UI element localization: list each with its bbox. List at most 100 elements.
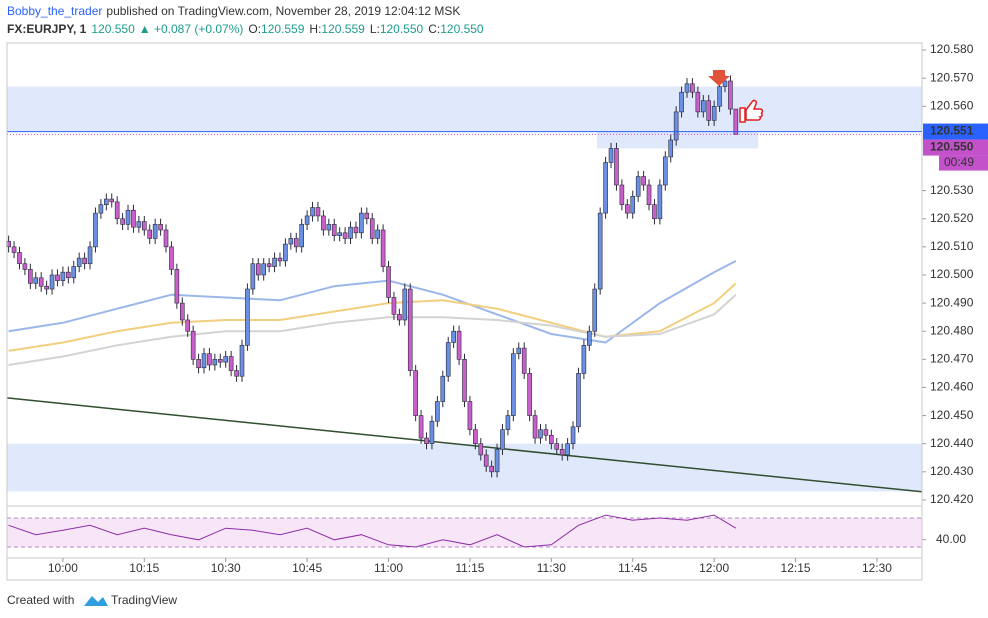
candle-body <box>549 434 554 444</box>
candle-body <box>538 429 543 439</box>
candle-body <box>98 204 104 214</box>
candle-body <box>288 238 294 245</box>
candle-body <box>570 426 576 444</box>
ohlc-label: C: <box>428 22 440 36</box>
candle-body <box>223 356 229 363</box>
published: published on TradingView.com, November 2… <box>106 4 460 18</box>
candle-body <box>467 401 473 430</box>
candle-body <box>630 195 636 214</box>
ohlc-label: L: <box>370 22 380 36</box>
candle-body <box>250 263 256 290</box>
candle-body <box>228 356 234 371</box>
y-tick-label: 120.580 <box>930 42 974 56</box>
candle-body <box>22 263 28 270</box>
candle-body <box>158 224 163 231</box>
candle-body <box>711 105 717 121</box>
candle-body <box>114 201 120 220</box>
candle-body <box>527 373 532 416</box>
ohlc-label: O: <box>248 22 261 36</box>
candle-body <box>402 288 408 321</box>
price-label: 120.551 <box>930 124 974 138</box>
price-label-box <box>923 139 988 156</box>
candle-body <box>179 302 185 321</box>
candle-body <box>532 415 538 439</box>
ohlc-value: 120.550 <box>440 22 484 36</box>
candle-body <box>445 342 451 377</box>
candle-body <box>299 224 304 248</box>
candle-body <box>554 443 560 450</box>
candle-body <box>657 184 663 220</box>
zone <box>7 443 922 492</box>
candle-body <box>608 148 614 163</box>
x-tick-label: 11:15 <box>455 561 484 575</box>
candle-body <box>435 401 440 422</box>
candle-body <box>359 212 364 234</box>
candle-body <box>451 330 456 343</box>
candle-body <box>391 297 397 315</box>
y-tick-label: 120.530 <box>930 183 974 197</box>
candle-body <box>473 429 478 444</box>
candle-body <box>245 288 250 346</box>
candle-body <box>386 266 391 298</box>
candle-body <box>76 257 82 267</box>
candle-body <box>174 269 180 304</box>
plot-area: 120.420 120.430 120.440 120.450 120.460 120.4… <box>6 42 988 575</box>
candle-body <box>673 111 679 141</box>
candle-body <box>424 437 429 444</box>
rsi-band <box>7 518 922 548</box>
candle-body <box>38 277 44 287</box>
candle-body <box>521 347 527 374</box>
candle-body <box>185 319 191 332</box>
change: ▲ +0.087 (+0.07%) <box>139 22 244 36</box>
candle-body <box>722 80 728 87</box>
candle-body <box>592 288 598 332</box>
candle-body <box>104 198 109 205</box>
candle-body <box>326 224 332 231</box>
y-tick-label: 120.470 <box>930 352 974 366</box>
y-tick-label: 120.450 <box>930 408 974 422</box>
candle-body <box>131 210 136 228</box>
candle-body <box>375 229 380 239</box>
candle-body <box>201 353 207 369</box>
candle-body <box>321 215 326 231</box>
candle-body <box>342 232 348 239</box>
candle-body <box>310 207 315 217</box>
candle-body <box>293 238 299 248</box>
candle-body <box>646 184 652 205</box>
candle-body <box>603 162 608 214</box>
candle-body <box>543 429 549 436</box>
candle-body <box>690 83 695 93</box>
candle-body <box>337 232 342 236</box>
candle-body <box>380 229 386 267</box>
candle-body <box>272 257 277 267</box>
candle-body <box>597 212 603 290</box>
candle-body <box>163 229 169 248</box>
candle-body <box>353 226 359 234</box>
candle-body <box>125 210 131 225</box>
trend-line <box>6 397 923 493</box>
candle-body <box>28 269 33 284</box>
countdown: 00:49 <box>944 155 974 169</box>
x-tick-label: 10:30 <box>211 561 241 575</box>
symbol: FX:EURJPY, 1 <box>7 22 87 36</box>
candle-body <box>679 91 684 113</box>
candle-body <box>169 246 174 270</box>
candle-body <box>283 243 288 262</box>
candle-body <box>462 359 467 402</box>
candle-body <box>733 108 739 135</box>
candle-body <box>234 370 239 377</box>
candle-body <box>619 184 625 205</box>
candle-body <box>668 139 674 158</box>
y-tick-label: 120.520 <box>930 211 974 225</box>
candle-body <box>581 344 587 374</box>
candle-body <box>277 257 283 262</box>
y-tick-label: 120.490 <box>930 295 974 309</box>
y-tick-label: 120.430 <box>930 464 974 478</box>
y-tick-label: 120.440 <box>930 436 974 450</box>
candle-body <box>87 246 93 265</box>
sell-arrow <box>708 70 730 86</box>
rsi-line <box>8 514 737 548</box>
candle-body <box>614 148 619 186</box>
x-tick-label: 12:00 <box>699 561 729 575</box>
